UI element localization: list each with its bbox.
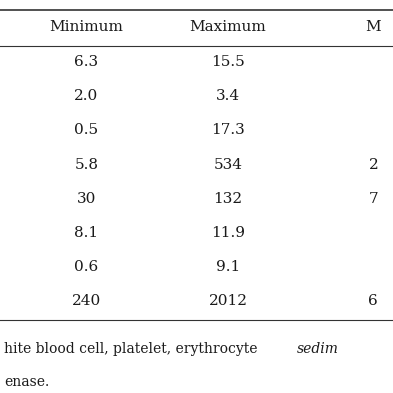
Text: 132: 132 — [213, 192, 242, 206]
Text: 2: 2 — [369, 158, 378, 171]
Text: 0.5: 0.5 — [74, 123, 99, 137]
Text: 7: 7 — [369, 192, 378, 206]
Text: 9.1: 9.1 — [216, 260, 240, 274]
Text: hite blood cell, platelet, erythrocyte: hite blood cell, platelet, erythrocyte — [4, 342, 262, 356]
Text: 240: 240 — [72, 294, 101, 308]
Text: Maximum: Maximum — [189, 20, 266, 35]
Text: Minimum: Minimum — [50, 20, 123, 35]
Text: 534: 534 — [213, 158, 242, 171]
Text: 0.6: 0.6 — [74, 260, 99, 274]
Text: 11.9: 11.9 — [211, 226, 245, 240]
Text: 3.4: 3.4 — [216, 89, 240, 103]
Text: 6.3: 6.3 — [74, 55, 99, 69]
Text: 2012: 2012 — [208, 294, 248, 308]
Text: M: M — [365, 20, 381, 35]
Text: 8.1: 8.1 — [74, 226, 99, 240]
Text: sedim: sedim — [297, 342, 339, 356]
Text: 2.0: 2.0 — [74, 89, 99, 103]
Text: 15.5: 15.5 — [211, 55, 245, 69]
Text: 30: 30 — [77, 192, 96, 206]
Text: 6: 6 — [369, 294, 378, 308]
Text: 5.8: 5.8 — [74, 158, 99, 171]
Text: 17.3: 17.3 — [211, 123, 245, 137]
Text: enase.: enase. — [4, 375, 49, 389]
